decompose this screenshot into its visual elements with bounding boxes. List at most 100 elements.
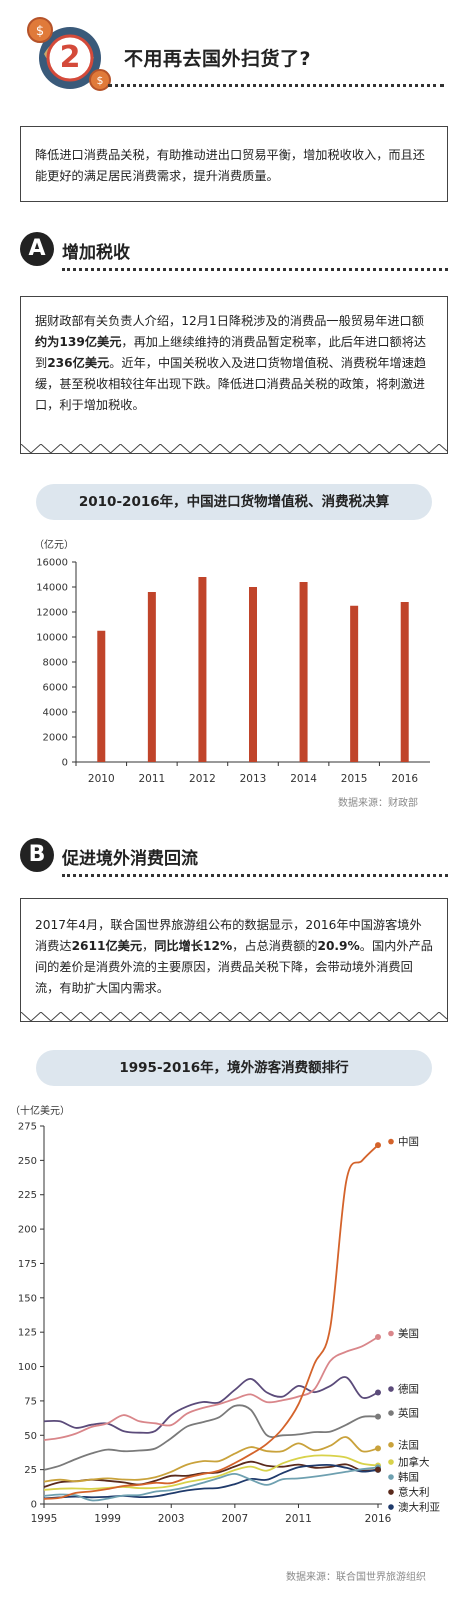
header-number: 2 — [59, 40, 81, 75]
series-line — [43, 1454, 379, 1491]
x-tick-label: 2016 — [365, 1513, 392, 1525]
section-b-text-4: 。国内外产品间的差价是消费外流的主要原因，消费品关税下降，会带动境外消费回流，有… — [35, 939, 433, 995]
series-end-marker — [375, 1445, 381, 1452]
x-tick-label: 1995 — [31, 1513, 58, 1525]
section-b-box: 2017年4月，联合国世界旅游组公布的数据显示，2016年中国游客境外消费达26… — [20, 898, 448, 1022]
series-label: 法国 — [398, 1438, 419, 1451]
section-b-highlight-1: 2611亿美元 — [71, 939, 143, 953]
y-tick-label: 150 — [18, 1293, 37, 1304]
zigzag-edge — [21, 1012, 447, 1022]
y-tick-label: 25 — [24, 1465, 37, 1476]
section-a-box: 据财政部有关负责人介绍，12月1日降税涉及的消费品一般贸易年进口额约为139亿美… — [20, 296, 448, 454]
y-tick-label: 16000 — [36, 558, 68, 569]
svg-text:$: $ — [97, 74, 104, 87]
series-label: 英国 — [398, 1407, 419, 1420]
y-tick-label: 225 — [18, 1190, 37, 1201]
x-tick-label: 2010 — [88, 773, 115, 785]
y-tick-label: 125 — [18, 1328, 37, 1339]
series-label: 美国 — [398, 1327, 419, 1340]
bar — [249, 587, 257, 762]
y-tick-label: 0 — [62, 758, 68, 769]
section-a-title: 增加税收 — [62, 243, 130, 263]
zigzag-edge — [21, 444, 447, 454]
x-tick-label: 1999 — [94, 1513, 121, 1525]
y-tick-label: 0 — [31, 1500, 37, 1511]
section-b-text-1: 2017年4月，联合国世界旅游组公布的数据显示，2016年中国游客境外消费达 — [35, 918, 422, 953]
x-tick-label: 2015 — [341, 773, 368, 785]
series-line — [43, 1376, 379, 1434]
legend-dot — [388, 1442, 394, 1448]
series-line — [43, 1466, 379, 1502]
y-tick-label: 50 — [24, 1431, 37, 1442]
section-b-text-3: ，占总消费额的 — [232, 939, 318, 953]
series-label: 韩国 — [398, 1471, 419, 1484]
series-label: 中国 — [398, 1135, 419, 1148]
line-chart: （十亿美元） 0 25 50 75 100 125 150 175 200 225 250 275 199… — [10, 1104, 440, 1525]
section-b-highlight-2: 同比增长12% — [154, 939, 233, 953]
bar — [350, 605, 359, 762]
section-b-divider — [62, 874, 448, 877]
y-tick-label: 175 — [18, 1259, 37, 1270]
chart1-source: 数据来源：财政部 — [338, 798, 418, 809]
intro-box: 降低进口消费品关税，有助推动进出口贸易平衡，增加税收收入，而且还能更好的满足居民… — [20, 126, 448, 202]
series-end-marker — [375, 1142, 381, 1149]
bar — [97, 630, 106, 762]
chart2-source: 数据来源：联合国世界旅游组织 — [286, 1572, 426, 1583]
series-line — [43, 1463, 379, 1500]
y-tick-label: 14000 — [36, 583, 68, 594]
bar — [147, 592, 156, 762]
series-label: 德国 — [398, 1383, 419, 1396]
series-end-marker — [375, 1466, 381, 1473]
series-end-marker — [375, 1413, 381, 1420]
x-tick-label: 2012 — [189, 773, 216, 785]
series-line — [43, 1144, 379, 1500]
legend-dot — [388, 1459, 394, 1465]
y-tick-label: 2000 — [43, 733, 68, 744]
series-end-marker — [375, 1333, 381, 1340]
svg-text:$: $ — [36, 24, 44, 39]
series-line — [43, 1404, 379, 1471]
y-tick-label: 8000 — [43, 658, 68, 669]
y-tick-label: 10000 — [36, 633, 68, 644]
page-title: 不用再去国外扫货了? — [124, 48, 312, 70]
chart1-title-pill: 2010-2016年，中国进口货物增值税、消费税决算 — [36, 484, 432, 520]
legend-dot — [388, 1504, 394, 1510]
section-a-divider — [62, 268, 448, 271]
x-tick-label: 2016 — [391, 773, 418, 785]
section-b-highlight-3: 20.9% — [317, 939, 360, 953]
legend-dot — [388, 1489, 394, 1495]
legend-dot — [388, 1474, 394, 1480]
section-a-text-1: 据财政部有关负责人介绍，12月1日降税涉及的消费品一般贸易年进口额 — [35, 314, 424, 328]
y-tick-label: 200 — [18, 1225, 37, 1236]
series-label: 澳大利亚 — [398, 1501, 440, 1514]
intro-text: 降低进口消费品关税，有助推动进出口贸易平衡，增加税收收入，而且还能更好的满足居民… — [35, 148, 425, 183]
y-tick-label: 275 — [18, 1122, 37, 1133]
series-line — [43, 1336, 379, 1441]
x-tick-label: 2003 — [158, 1513, 185, 1525]
bar — [299, 582, 308, 762]
series-end-marker — [375, 1389, 381, 1396]
legend-dot — [388, 1138, 394, 1145]
x-tick-label: 2007 — [221, 1513, 248, 1525]
legend-dot — [388, 1330, 394, 1337]
header-emblem: $ $ — [24, 10, 116, 94]
section-a-text-2: ，再加上继续维持的消费品暂定税率，此后年进口额将达到 — [35, 335, 427, 370]
y-tick-label: 250 — [18, 1156, 37, 1167]
y-axis-unit: （十亿美元） — [10, 1104, 70, 1117]
legend-dot — [388, 1386, 394, 1392]
bar — [400, 602, 409, 762]
series-line — [43, 1436, 379, 1483]
y-tick-label: 75 — [24, 1396, 37, 1407]
chart2-title-pill: 1995-2016年，境外游客消费额排行 — [36, 1050, 432, 1086]
y-tick-label: 100 — [18, 1362, 37, 1373]
x-tick-label: 2011 — [285, 1513, 312, 1525]
header-divider — [108, 84, 444, 87]
section-a-highlight-1: 约为139亿美元 — [35, 335, 122, 349]
section-b-title: 促进境外消费回流 — [62, 849, 198, 869]
section-b-badge: B — [20, 838, 54, 872]
bar — [198, 577, 207, 762]
y-axis-unit: （亿元） — [34, 538, 74, 551]
series-label: 加拿大 — [398, 1456, 430, 1469]
y-tick-label: 12000 — [36, 608, 68, 619]
section-a-highlight-2: 236亿美元 — [47, 356, 110, 370]
